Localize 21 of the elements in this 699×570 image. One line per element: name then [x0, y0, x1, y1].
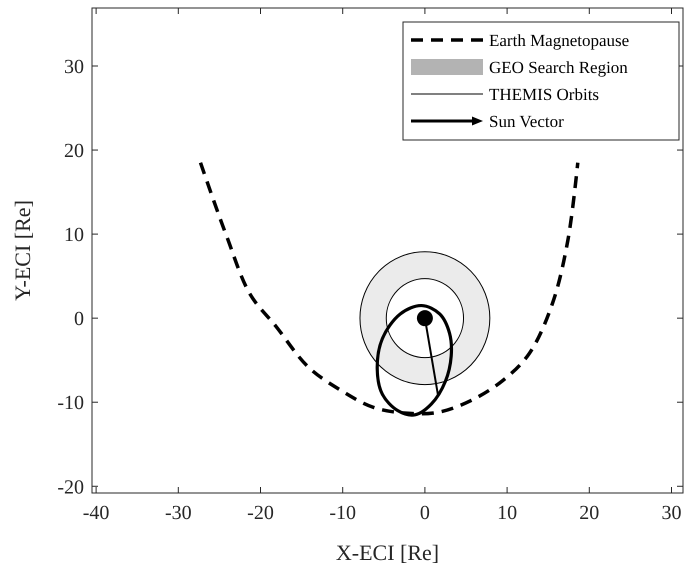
annotation: Sun Vector — [489, 112, 564, 131]
y-tick-label: 30 — [64, 56, 84, 78]
y-tick-label: 0 — [74, 308, 84, 330]
y-axis-title: Y-ECI [Re] — [10, 200, 35, 301]
x-tick-label: 30 — [661, 502, 682, 524]
x-tick-label: 10 — [497, 502, 518, 524]
x-tick-label: -30 — [164, 502, 192, 524]
x-tick-label: -20 — [247, 502, 274, 524]
y-tick-label: 20 — [64, 140, 84, 162]
y-tick-label: -20 — [57, 476, 84, 498]
y-tick-label: 10 — [64, 224, 84, 246]
x-tick-label: -40 — [82, 502, 110, 524]
y-tick-label: -10 — [57, 392, 84, 414]
annotation: THEMIS Orbits — [489, 85, 600, 104]
annotation: GEO Search Region — [489, 58, 628, 77]
x-tick-label: -10 — [329, 502, 356, 524]
x-tick-label: 20 — [579, 502, 600, 524]
line-series — [198, 160, 580, 416]
x-axis-title: X-ECI [Re] — [336, 540, 440, 565]
x-tick-label: 0 — [420, 502, 430, 524]
legend-label: Earth Magnetopause — [489, 31, 630, 50]
